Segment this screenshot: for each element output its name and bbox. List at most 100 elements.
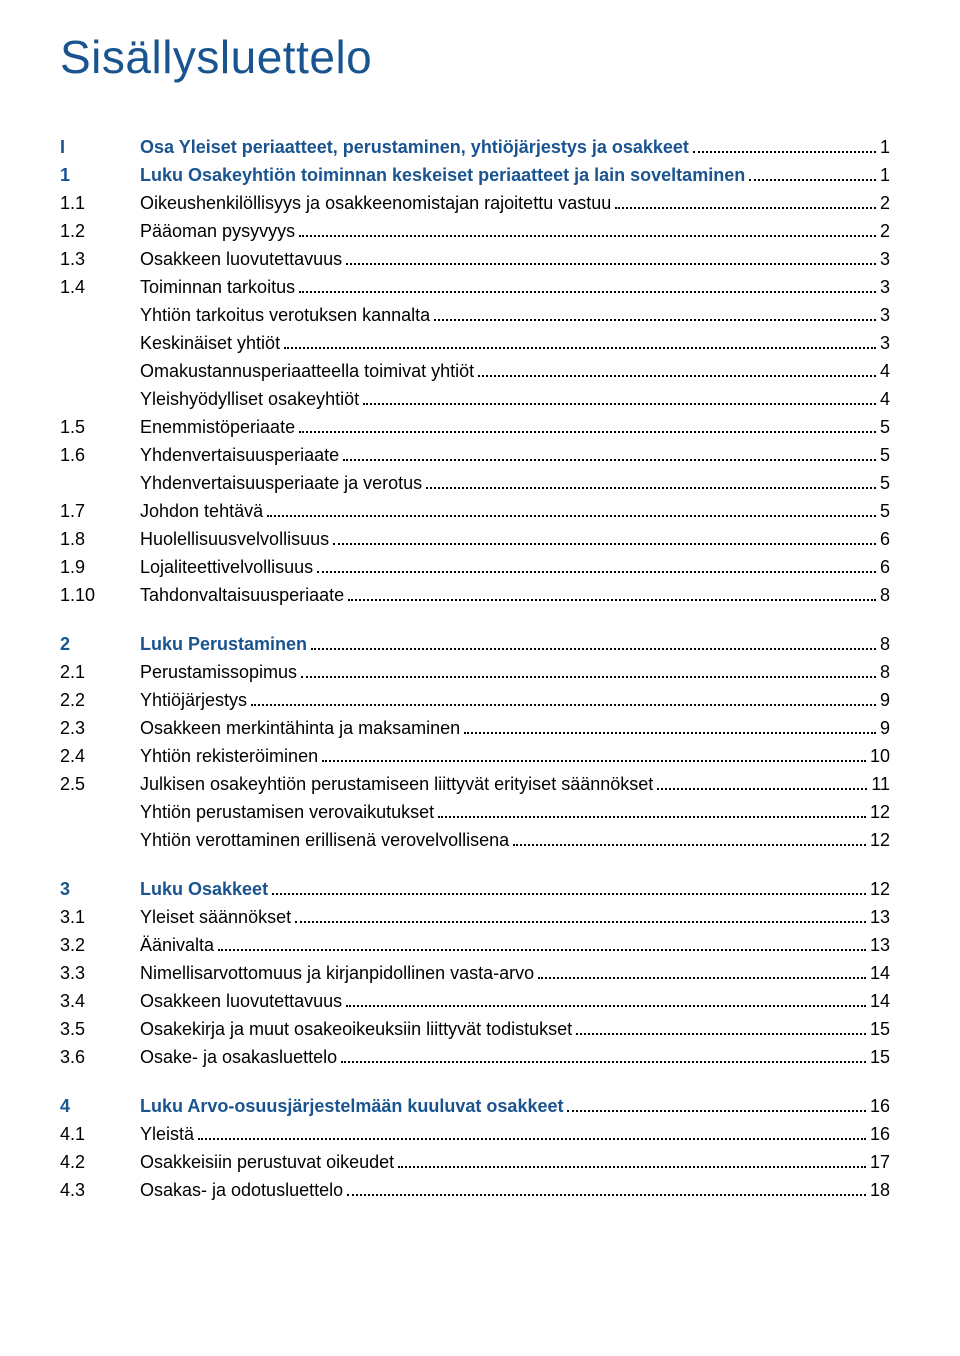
toc-row: Yhtiön perustamisen verovaikutukset12 — [60, 799, 890, 826]
toc-label: Yhtiön rekisteröiminen — [140, 743, 318, 770]
toc-text: Yhdenvertaisuusperiaate5 — [140, 442, 890, 469]
toc-row: 1.7Johdon tehtävä5 — [60, 498, 890, 525]
toc-text: Osakkeen luovutettavuus3 — [140, 246, 890, 273]
toc-row: Keskinäiset yhtiöt3 — [60, 330, 890, 357]
toc-leader-dots — [299, 235, 876, 237]
toc-number: 4 — [60, 1093, 140, 1120]
toc-text: Luku Perustaminen8 — [140, 631, 890, 658]
toc-text: Osakkeen luovutettavuus14 — [140, 988, 890, 1015]
toc-page-number: 14 — [870, 960, 890, 987]
toc-label: Yleishyödylliset osakeyhtiöt — [140, 386, 359, 413]
toc-page-number: 17 — [870, 1149, 890, 1176]
toc-leader-dots — [346, 263, 876, 265]
toc-leader-dots — [299, 291, 876, 293]
toc-text: Yhtiön tarkoitus verotuksen kannalta3 — [140, 302, 890, 329]
toc-page-number: 9 — [880, 687, 890, 714]
toc-number: 1.3 — [60, 246, 140, 273]
toc-number: I — [60, 134, 140, 161]
toc-text: Yhtiön verottaminen erillisenä verovelvo… — [140, 827, 890, 854]
toc-number: 3.6 — [60, 1044, 140, 1071]
toc-row: Yleishyödylliset osakeyhtiöt 4 — [60, 386, 890, 413]
toc-row: 1Luku Osakeyhtiön toiminnan keskeiset pe… — [60, 162, 890, 189]
toc-text: Luku Arvo-osuusjärjestelmään kuuluvat os… — [140, 1093, 890, 1120]
toc-label: Osakkeen luovutettavuus — [140, 246, 342, 273]
toc-row: 3.6Osake- ja osakasluettelo15 — [60, 1044, 890, 1071]
toc-label: Luku Osakkeet — [140, 876, 268, 903]
toc-row: 1.3Osakkeen luovutettavuus3 — [60, 246, 890, 273]
toc-label: Luku Arvo-osuusjärjestelmään kuuluvat os… — [140, 1093, 563, 1120]
toc-number: 1.1 — [60, 190, 140, 217]
toc-label: Osake- ja osakasluettelo — [140, 1044, 337, 1071]
toc-row: 1.1Oikeushenkilöllisyys ja osakkeenomist… — [60, 190, 890, 217]
toc-number: 1.9 — [60, 554, 140, 581]
toc-text: Osakas- ja odotusluettelo18 — [140, 1177, 890, 1204]
toc-row: 1.10Tahdonvaltaisuusperiaate8 — [60, 582, 890, 609]
toc-text: Yhdenvertaisuusperiaate ja verotus 5 — [140, 470, 890, 497]
toc-row: 1.9Lojaliteettivelvollisuus6 — [60, 554, 890, 581]
toc-label: Oikeushenkilöllisyys ja osakkeenomistaja… — [140, 190, 611, 217]
toc-text: Yhtiön rekisteröiminen 10 — [140, 743, 890, 770]
toc-number: 1.10 — [60, 582, 140, 609]
toc-row: 2.4Yhtiön rekisteröiminen10 — [60, 743, 890, 770]
toc-label: Lojaliteettivelvollisuus — [140, 554, 313, 581]
toc-label: Yhdenvertaisuusperiaate ja verotus — [140, 470, 422, 497]
toc-text: Toiminnan tarkoitus3 — [140, 274, 890, 301]
toc-leader-dots — [343, 459, 876, 461]
toc-text: Luku Osakkeet12 — [140, 876, 890, 903]
toc-leader-dots — [657, 788, 867, 790]
toc-leader-dots — [513, 844, 866, 846]
toc-text: Yleiset säännökset13 — [140, 904, 890, 931]
toc-leader-dots — [438, 816, 866, 818]
toc-leader-dots — [295, 921, 866, 923]
toc-number: 4.1 — [60, 1121, 140, 1148]
toc-text: Osake- ja osakasluettelo15 — [140, 1044, 890, 1071]
toc-page-number: 2 — [880, 218, 890, 245]
toc-leader-dots — [464, 732, 876, 734]
toc-text: Johdon tehtävä 5 — [140, 498, 890, 525]
toc-leader-dots — [317, 571, 876, 573]
toc-leader-dots — [749, 179, 876, 181]
toc-leader-dots — [322, 760, 866, 762]
toc-page-number: 5 — [880, 414, 890, 441]
toc-number: 2.5 — [60, 771, 140, 798]
toc-page-number: 2 — [880, 190, 890, 217]
toc-label: Osakkeen merkintähinta ja maksaminen — [140, 715, 460, 742]
toc-row: 2.3Osakkeen merkintähinta ja maksaminen9 — [60, 715, 890, 742]
toc-page-number: 8 — [880, 631, 890, 658]
toc-number: 1 — [60, 162, 140, 189]
toc-number: 4.3 — [60, 1177, 140, 1204]
toc-row: 3.3Nimellisarvottomuus ja kirjanpidollin… — [60, 960, 890, 987]
toc-row: 1.8Huolellisuusvelvollisuus6 — [60, 526, 890, 553]
toc-page-number: 5 — [880, 498, 890, 525]
toc-page-number: 14 — [870, 988, 890, 1015]
toc-page-number: 4 — [880, 386, 890, 413]
toc-label: Toiminnan tarkoitus — [140, 274, 295, 301]
toc-section: 4Luku Arvo-osuusjärjestelmään kuuluvat o… — [60, 1093, 890, 1204]
toc-number: 3.3 — [60, 960, 140, 987]
toc-label: Yhtiön perustamisen verovaikutukset — [140, 799, 434, 826]
toc-label: Tahdonvaltaisuusperiaate — [140, 582, 344, 609]
toc-label: Nimellisarvottomuus ja kirjanpidollinen … — [140, 960, 534, 987]
toc-section: 3Luku Osakkeet123.1Yleiset säännökset133… — [60, 876, 890, 1071]
toc-label: Johdon tehtävä — [140, 498, 263, 525]
toc-label: Keskinäiset yhtiöt — [140, 330, 280, 357]
toc-page-number: 5 — [880, 442, 890, 469]
toc-leader-dots — [346, 1005, 866, 1007]
toc-page-number: 16 — [870, 1121, 890, 1148]
toc-page-number: 11 — [871, 771, 890, 798]
toc-number: 2.2 — [60, 687, 140, 714]
toc-leader-dots — [267, 515, 876, 517]
toc-label: Yleistä — [140, 1121, 194, 1148]
toc-label: Luku Osakeyhtiön toiminnan keskeiset per… — [140, 162, 745, 189]
toc-page-number: 10 — [870, 743, 890, 770]
toc-number: 4.2 — [60, 1149, 140, 1176]
toc-number: 3.1 — [60, 904, 140, 931]
toc-number: 3.5 — [60, 1016, 140, 1043]
toc-leader-dots — [341, 1061, 866, 1063]
toc-page-number: 15 — [870, 1016, 890, 1043]
toc-section: IOsa Yleiset periaatteet, perustaminen, … — [60, 134, 890, 609]
toc-text: Enemmistöperiaate5 — [140, 414, 890, 441]
toc-text: Osakkeisiin perustuvat oikeudet17 — [140, 1149, 890, 1176]
toc-leader-dots — [348, 599, 876, 601]
toc-page-number: 5 — [880, 470, 890, 497]
